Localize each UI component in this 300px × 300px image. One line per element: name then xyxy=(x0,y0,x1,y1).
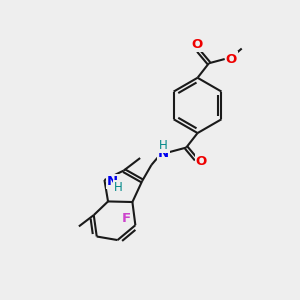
Text: F: F xyxy=(121,212,130,225)
Text: O: O xyxy=(191,38,203,51)
Text: O: O xyxy=(196,155,207,168)
Text: N: N xyxy=(107,175,118,188)
Text: H: H xyxy=(114,181,123,194)
Text: N: N xyxy=(158,147,169,160)
Text: O: O xyxy=(226,52,237,65)
Text: H: H xyxy=(159,139,167,152)
